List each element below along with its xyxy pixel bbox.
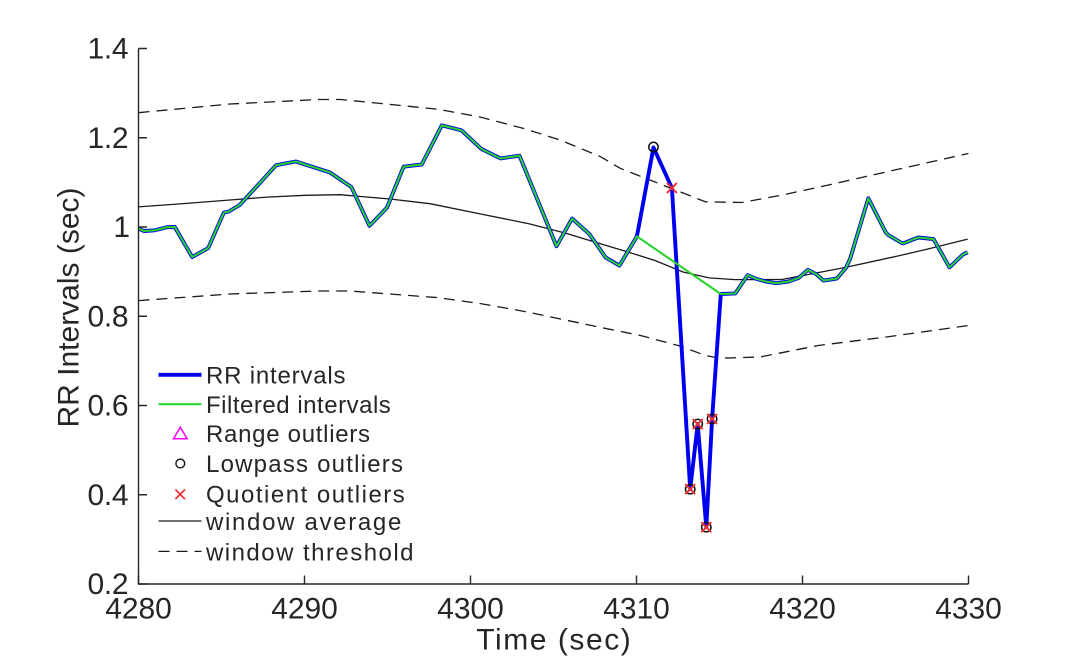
svg-text:Quotient outliers: Quotient outliers xyxy=(206,481,405,508)
svg-text:RR intervals: RR intervals xyxy=(206,362,346,389)
svg-text:1.2: 1.2 xyxy=(88,122,129,155)
svg-text:RR Intervals (sec): RR Intervals (sec) xyxy=(53,188,86,428)
svg-text:0.6: 0.6 xyxy=(88,390,129,423)
svg-text:Lowpass outliers: Lowpass outliers xyxy=(206,451,403,478)
svg-text:4330: 4330 xyxy=(935,593,1002,626)
svg-text:Filtered intervals: Filtered intervals xyxy=(206,392,391,419)
svg-text:4310: 4310 xyxy=(603,593,670,626)
svg-text:1: 1 xyxy=(113,211,130,244)
svg-text:4280: 4280 xyxy=(105,593,172,626)
svg-text:Time (sec): Time (sec) xyxy=(476,624,631,657)
svg-text:4290: 4290 xyxy=(271,593,338,626)
svg-text:Range outliers: Range outliers xyxy=(206,421,370,448)
svg-text:4300: 4300 xyxy=(437,593,504,626)
svg-text:4320: 4320 xyxy=(769,593,836,626)
svg-text:0.2: 0.2 xyxy=(88,568,129,601)
svg-text:0.8: 0.8 xyxy=(88,300,129,333)
svg-text:0.4: 0.4 xyxy=(88,479,129,512)
svg-text:window threshold: window threshold xyxy=(205,539,414,566)
svg-text:1.4: 1.4 xyxy=(88,33,129,66)
